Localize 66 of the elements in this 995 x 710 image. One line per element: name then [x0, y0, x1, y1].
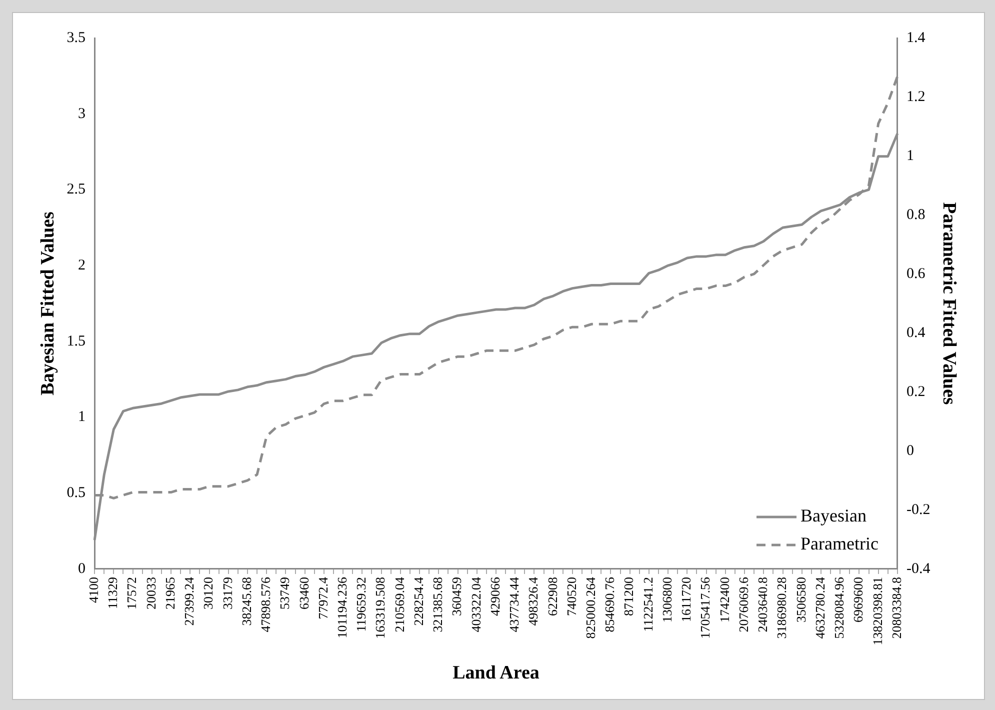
x-tick-label: 11329 — [105, 576, 120, 609]
x-tick-label: 2076069.6 — [736, 576, 751, 632]
x-tick-label: 210569.04 — [392, 576, 407, 632]
x-tick-label: 429066 — [487, 576, 502, 616]
x-tick-label: 101194.236 — [334, 576, 350, 638]
x-axis-title: Land Area — [452, 662, 540, 684]
x-tick-label: 1306800 — [659, 576, 674, 622]
x-tick-label: 740520 — [564, 576, 579, 616]
y-tick-label: 2 — [78, 257, 86, 274]
y-tick-label: 1 — [78, 409, 86, 426]
y-tick-label: 2.5 — [66, 182, 86, 198]
legend-label: Parametric — [800, 534, 878, 554]
y2-tick-label: 1.4 — [906, 30, 926, 46]
y2-tick-label: 0.8 — [906, 206, 926, 223]
y2-axis-title: Parametric Fitted Values — [938, 202, 960, 405]
x-tick-label: 30120 — [200, 576, 216, 610]
y2-tick-label: 0.6 — [906, 266, 926, 282]
y2-tick-label: 0.4 — [906, 324, 926, 341]
y2-tick-label: -0.4 — [906, 560, 931, 577]
x-tick-label: 622908 — [544, 576, 560, 616]
x-tick-label: 163319.508 — [372, 576, 388, 639]
y2-tick-label: 1 — [906, 148, 914, 164]
x-tick-label: 6969600 — [850, 576, 866, 622]
x-tick-label: 4632780.24 — [812, 576, 828, 639]
x-tick-label: 321385.68 — [430, 576, 446, 632]
x-tick-label: 13820398.81 — [870, 576, 885, 646]
x-tick-label: 2403640.8 — [755, 576, 770, 632]
x-tick-label: 1611720 — [678, 576, 694, 622]
x-tick-label: 1122541.2 — [640, 576, 656, 632]
y-axis-title: Bayesian Fitted Values — [37, 212, 58, 396]
y2-tick-label: 1.2 — [906, 88, 926, 105]
x-tick-label: 21965 — [162, 576, 178, 610]
legend-label: Bayesian — [800, 506, 866, 526]
x-tick-label: 33179 — [220, 576, 235, 610]
x-tick-label: 437734.44 — [506, 576, 522, 632]
x-tick-label: 3506580 — [793, 576, 808, 622]
x-tick-label: 4100 — [86, 576, 101, 603]
x-tick-label: 403322.04 — [468, 576, 484, 632]
x-tick-label: 360459 — [449, 576, 464, 616]
x-tick-label: 20803384.8 — [888, 576, 904, 639]
x-tick-label: 53749 — [277, 576, 292, 610]
x-tick-label: 38245.68 — [238, 576, 254, 626]
x-tick-label: 1705417.56 — [698, 576, 713, 639]
y-tick-label: 0.5 — [66, 485, 86, 502]
x-tick-label: 871200 — [621, 576, 636, 616]
x-tick-label: 27399.24 — [182, 576, 197, 626]
y-tick-label: 3.5 — [66, 30, 86, 46]
x-tick-label: 228254.4 — [410, 576, 426, 626]
x-tick-label: 5328084.96 — [832, 576, 847, 639]
x-tick-label: 1742400 — [716, 576, 732, 622]
y-tick-label: 0 — [78, 560, 86, 577]
y-tick-label: 1.5 — [66, 333, 86, 350]
x-tick-label: 825000.264 — [583, 576, 598, 639]
y2-tick-label: 0 — [906, 442, 914, 459]
x-tick-label: 63460 — [296, 576, 312, 610]
x-tick-label: 47898.576 — [258, 576, 274, 632]
y-tick-label: 3 — [78, 106, 86, 122]
y2-tick-label: 0.2 — [906, 384, 926, 400]
y2-tick-label: -0.2 — [906, 502, 930, 518]
x-tick-label: 20033 — [143, 576, 158, 610]
x-tick-label: 77972.4 — [315, 576, 330, 620]
x-tick-label: 119659.32 — [354, 576, 369, 632]
x-tick-label: 854690.76 — [602, 576, 618, 632]
x-tick-label: 498326.4 — [526, 576, 541, 626]
x-tick-label: 3186980.28 — [774, 576, 790, 639]
x-tick-label: 17572 — [124, 576, 140, 610]
